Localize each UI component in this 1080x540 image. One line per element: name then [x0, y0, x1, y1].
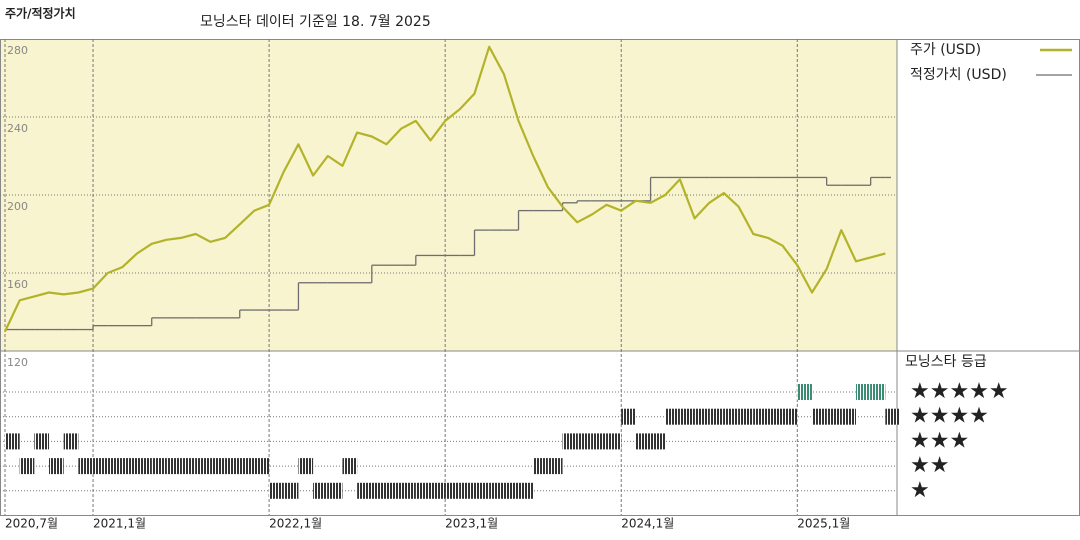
rating-bar — [313, 482, 328, 499]
rating-label: ★★★★★ — [910, 379, 1009, 404]
rating-bar — [562, 433, 578, 450]
rating-bar — [738, 408, 754, 425]
rating-bar — [635, 433, 651, 450]
rating-bar — [254, 458, 270, 475]
rating-bar — [342, 458, 358, 475]
rating-bar — [591, 433, 607, 450]
y-tick-label: 120 — [7, 356, 28, 369]
rating-bar — [371, 482, 387, 499]
rating-bar — [181, 458, 196, 475]
rating-bar — [34, 433, 50, 450]
rating-bar — [122, 458, 138, 475]
x-tick-label: 2022,1월 — [269, 517, 322, 531]
x-tick-label: 2020,7월 — [5, 517, 58, 531]
rating-bar — [767, 408, 783, 425]
rating-bar — [650, 433, 666, 450]
rating-bar — [503, 482, 519, 499]
rating-bar — [415, 482, 431, 499]
rating-bar — [5, 433, 20, 450]
rating-bar — [533, 458, 548, 475]
rating-label: ★ — [910, 478, 930, 503]
rating-bar — [283, 482, 299, 499]
rating-bar — [239, 458, 255, 475]
rating-bar — [137, 458, 152, 475]
rating-label: ★★★★ — [910, 404, 989, 429]
price-line — [4, 45, 886, 332]
rating-title: 모닝스타 등급 — [905, 354, 987, 370]
rating-bar — [679, 408, 695, 425]
rating-bar — [430, 482, 446, 499]
rating-bar — [19, 458, 35, 475]
x-tick-label: 2021,1월 — [93, 517, 146, 531]
x-tick-label: 2024,1월 — [621, 517, 674, 531]
rating-bar — [166, 458, 182, 475]
chart-title: 주가/적정가치 — [5, 6, 76, 21]
legend-label: 적정가치 (USD) — [910, 67, 1007, 83]
rating-bar — [797, 384, 812, 400]
rating-bar — [459, 482, 475, 499]
rating-bar — [577, 433, 592, 450]
rating-bar — [855, 384, 871, 400]
x-tick-label: 2023,1월 — [445, 517, 498, 531]
rating-bar — [107, 458, 123, 475]
rating-bar — [621, 408, 636, 425]
rating-bar — [723, 408, 739, 425]
rating-bar — [709, 408, 724, 425]
rating-bar — [445, 482, 460, 499]
x-tick-label: 2025,1월 — [797, 517, 850, 531]
rating-bar — [151, 458, 167, 475]
rating-bar — [269, 482, 284, 499]
rating-bar — [870, 384, 886, 400]
rating-bar — [78, 458, 94, 475]
rating-bar — [885, 408, 900, 425]
chart-subtitle: 모닝스타 데이터 기준일 18. 7월 2025 — [200, 14, 431, 30]
rating-bar — [298, 458, 314, 475]
y-tick-label: 160 — [7, 278, 28, 291]
rating-bar — [195, 458, 211, 475]
rating-bar — [49, 458, 64, 475]
rating-bar — [811, 408, 827, 425]
rating-bar — [357, 482, 372, 499]
rating-bar — [489, 482, 504, 499]
y-tick-label: 200 — [7, 200, 28, 213]
rating-bar — [327, 482, 343, 499]
rating-bar — [63, 433, 79, 450]
rating-bar — [753, 408, 768, 425]
rating-bar — [606, 433, 622, 450]
rating-bar — [474, 482, 490, 499]
rating-bar — [93, 458, 108, 475]
rating-bar — [210, 458, 226, 475]
rating-bar — [826, 408, 842, 425]
rating-bar — [841, 408, 856, 425]
y-tick-label: 240 — [7, 122, 28, 135]
rating-bar — [225, 458, 240, 475]
legend-label: 주가 (USD) — [910, 42, 981, 58]
rating-bar — [665, 408, 680, 425]
rating-bar — [782, 408, 798, 425]
rating-label: ★★★ — [910, 428, 969, 453]
rating-bar — [518, 482, 534, 499]
rating-label: ★★ — [910, 453, 949, 478]
rating-bar — [694, 408, 710, 425]
rating-bar — [547, 458, 563, 475]
rating-bar — [401, 482, 416, 499]
y-tick-label: 280 — [7, 44, 28, 57]
rating-bar — [386, 482, 402, 499]
